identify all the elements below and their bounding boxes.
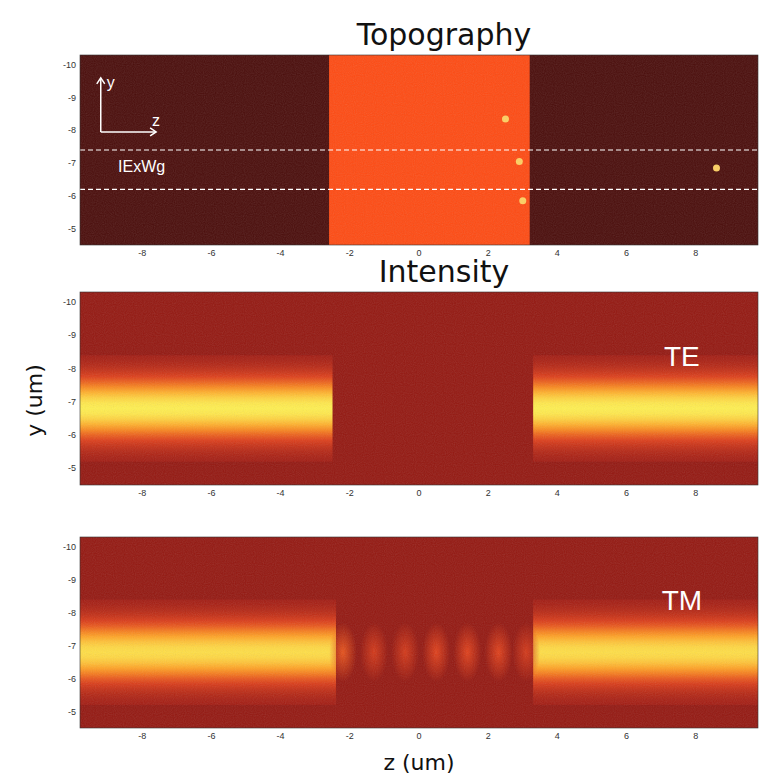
y-tick-label: -6 — [68, 430, 76, 440]
y-tick-label: -10 — [63, 297, 76, 307]
x-tick-label: 6 — [624, 248, 629, 258]
noise-texture — [80, 292, 758, 485]
x-tick-label: -2 — [346, 731, 354, 741]
x-tick-label: 0 — [416, 731, 421, 741]
x-tick-label: -6 — [207, 731, 215, 741]
icon-label: z — [152, 112, 160, 129]
plot-area — [80, 292, 758, 485]
y-tick-label: -9 — [68, 575, 76, 585]
x-tick-label: -4 — [277, 488, 285, 498]
arrow-head — [97, 78, 105, 84]
x-tick-label: 4 — [555, 248, 560, 258]
icon-label: y — [107, 74, 115, 91]
guide-line — [80, 149, 758, 150]
x-tick-label: -4 — [277, 248, 285, 258]
x-tick-label: -2 — [346, 488, 354, 498]
panel-title: Intensity — [379, 254, 510, 289]
x-tick-label: 6 — [624, 731, 629, 741]
x-tick-label: -6 — [207, 488, 215, 498]
y-tick-label: -9 — [68, 330, 76, 340]
x-tick-label: 4 — [555, 488, 560, 498]
y-tick-label: -7 — [68, 397, 76, 407]
x-tick-label: 0 — [416, 488, 421, 498]
x-tick-label: 8 — [693, 731, 698, 741]
y-tick-label: -6 — [68, 191, 76, 201]
y-tick-label: -5 — [68, 707, 76, 717]
x-tick-label: -8 — [138, 248, 146, 258]
y-tick-label: -8 — [68, 608, 76, 618]
plot-area — [80, 537, 758, 728]
x-tick-label: 8 — [693, 248, 698, 258]
y-tick-label: -7 — [68, 641, 76, 651]
x-tick-label: -6 — [207, 248, 215, 258]
x-tick-label: 2 — [486, 488, 491, 498]
x-tick-label: -8 — [138, 731, 146, 741]
x-tick-label: 6 — [624, 488, 629, 498]
x-tick-label: -2 — [346, 248, 354, 258]
panel-title: Topography — [356, 17, 532, 52]
arrow-head — [150, 128, 156, 136]
y-tick-label: -5 — [68, 224, 76, 234]
y-tick-label: -10 — [63, 542, 76, 552]
x-tick-label: 8 — [693, 488, 698, 498]
x-tick-label: 2 — [486, 731, 491, 741]
plot-frame — [80, 537, 758, 728]
background-level — [80, 537, 758, 728]
x-tick-label: -4 — [277, 731, 285, 741]
noise-texture — [80, 55, 758, 245]
y-tick-label: -5 — [68, 463, 76, 473]
x-tick-label: -8 — [138, 488, 146, 498]
annotation: IExWg — [118, 158, 165, 175]
annotation: TE — [664, 341, 700, 372]
background-level — [80, 292, 758, 485]
x-tick-label: 4 — [555, 731, 560, 741]
y-tick-label: -6 — [68, 674, 76, 684]
y-tick-label: -9 — [68, 93, 76, 103]
plot-area — [80, 55, 758, 245]
guide-line — [80, 189, 758, 190]
y-tick-label: -10 — [63, 60, 76, 70]
x-axis-title: z (um) — [383, 750, 454, 775]
axis-icon: yz — [97, 74, 160, 136]
annotation: TM — [662, 585, 702, 616]
noise-texture — [80, 537, 758, 728]
y-axis-title: y (um) — [22, 364, 47, 437]
plot-frame — [80, 292, 758, 485]
y-tick-label: -8 — [68, 125, 76, 135]
region — [80, 55, 758, 245]
y-tick-label: -7 — [68, 158, 76, 168]
y-tick-label: -8 — [68, 364, 76, 374]
icon-y-arrow — [100, 78, 102, 132]
plot-frame — [80, 55, 758, 245]
figure: yzIExWg-8-6-4-202468-10-9-8-7-6-5Topogra… — [0, 0, 767, 783]
icon-z-arrow — [101, 131, 156, 133]
